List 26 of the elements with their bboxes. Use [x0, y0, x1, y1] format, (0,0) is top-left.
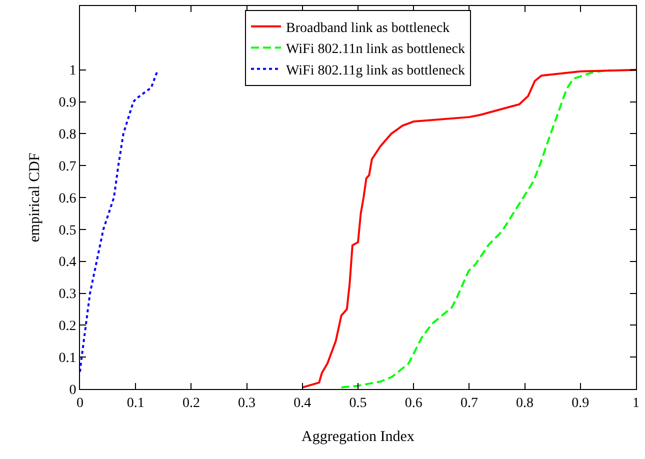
- x-tick-label: 0.9: [572, 396, 590, 411]
- y-tick-label: 0.1: [58, 350, 76, 366]
- legend-label: WiFi 802.11g link as bottleneck: [286, 63, 465, 78]
- y-tick-label: 0.2: [58, 319, 76, 334]
- x-tick-label: 0.8: [516, 396, 534, 411]
- legend-label: Broadband link as bottleneck: [286, 20, 450, 36]
- y-tick-label: 0.5: [58, 223, 76, 238]
- x-tick-label: 0.6: [404, 396, 422, 411]
- x-axis-title: Aggregation Index: [302, 428, 415, 445]
- x-tick-label: 0.1: [126, 396, 144, 411]
- y-tick-label: 0.7: [58, 159, 76, 174]
- y-tick-label: 0.9: [58, 96, 76, 111]
- y-tick-label: 0.8: [58, 128, 76, 143]
- y-tick-label: 0.4: [58, 255, 76, 270]
- y-tick-label: 0.6: [58, 191, 76, 206]
- x-tick-label: 0.2: [182, 396, 200, 411]
- x-tick-label: 1: [632, 396, 640, 411]
- x-tick-label: 0.3: [238, 396, 256, 411]
- y-tick-label: 0.3: [58, 287, 76, 302]
- y-axis-title: empirical CDF: [26, 152, 43, 242]
- x-tick-label: 0.7: [460, 396, 478, 411]
- x-tick-label: 0.5: [349, 396, 367, 411]
- y-tick-label: 1: [69, 64, 76, 79]
- legend-label: WiFi 802.11n link as bottleneck: [286, 42, 465, 58]
- x-tick-label: 0.4: [294, 396, 312, 411]
- y-tick-label: 0: [69, 382, 76, 398]
